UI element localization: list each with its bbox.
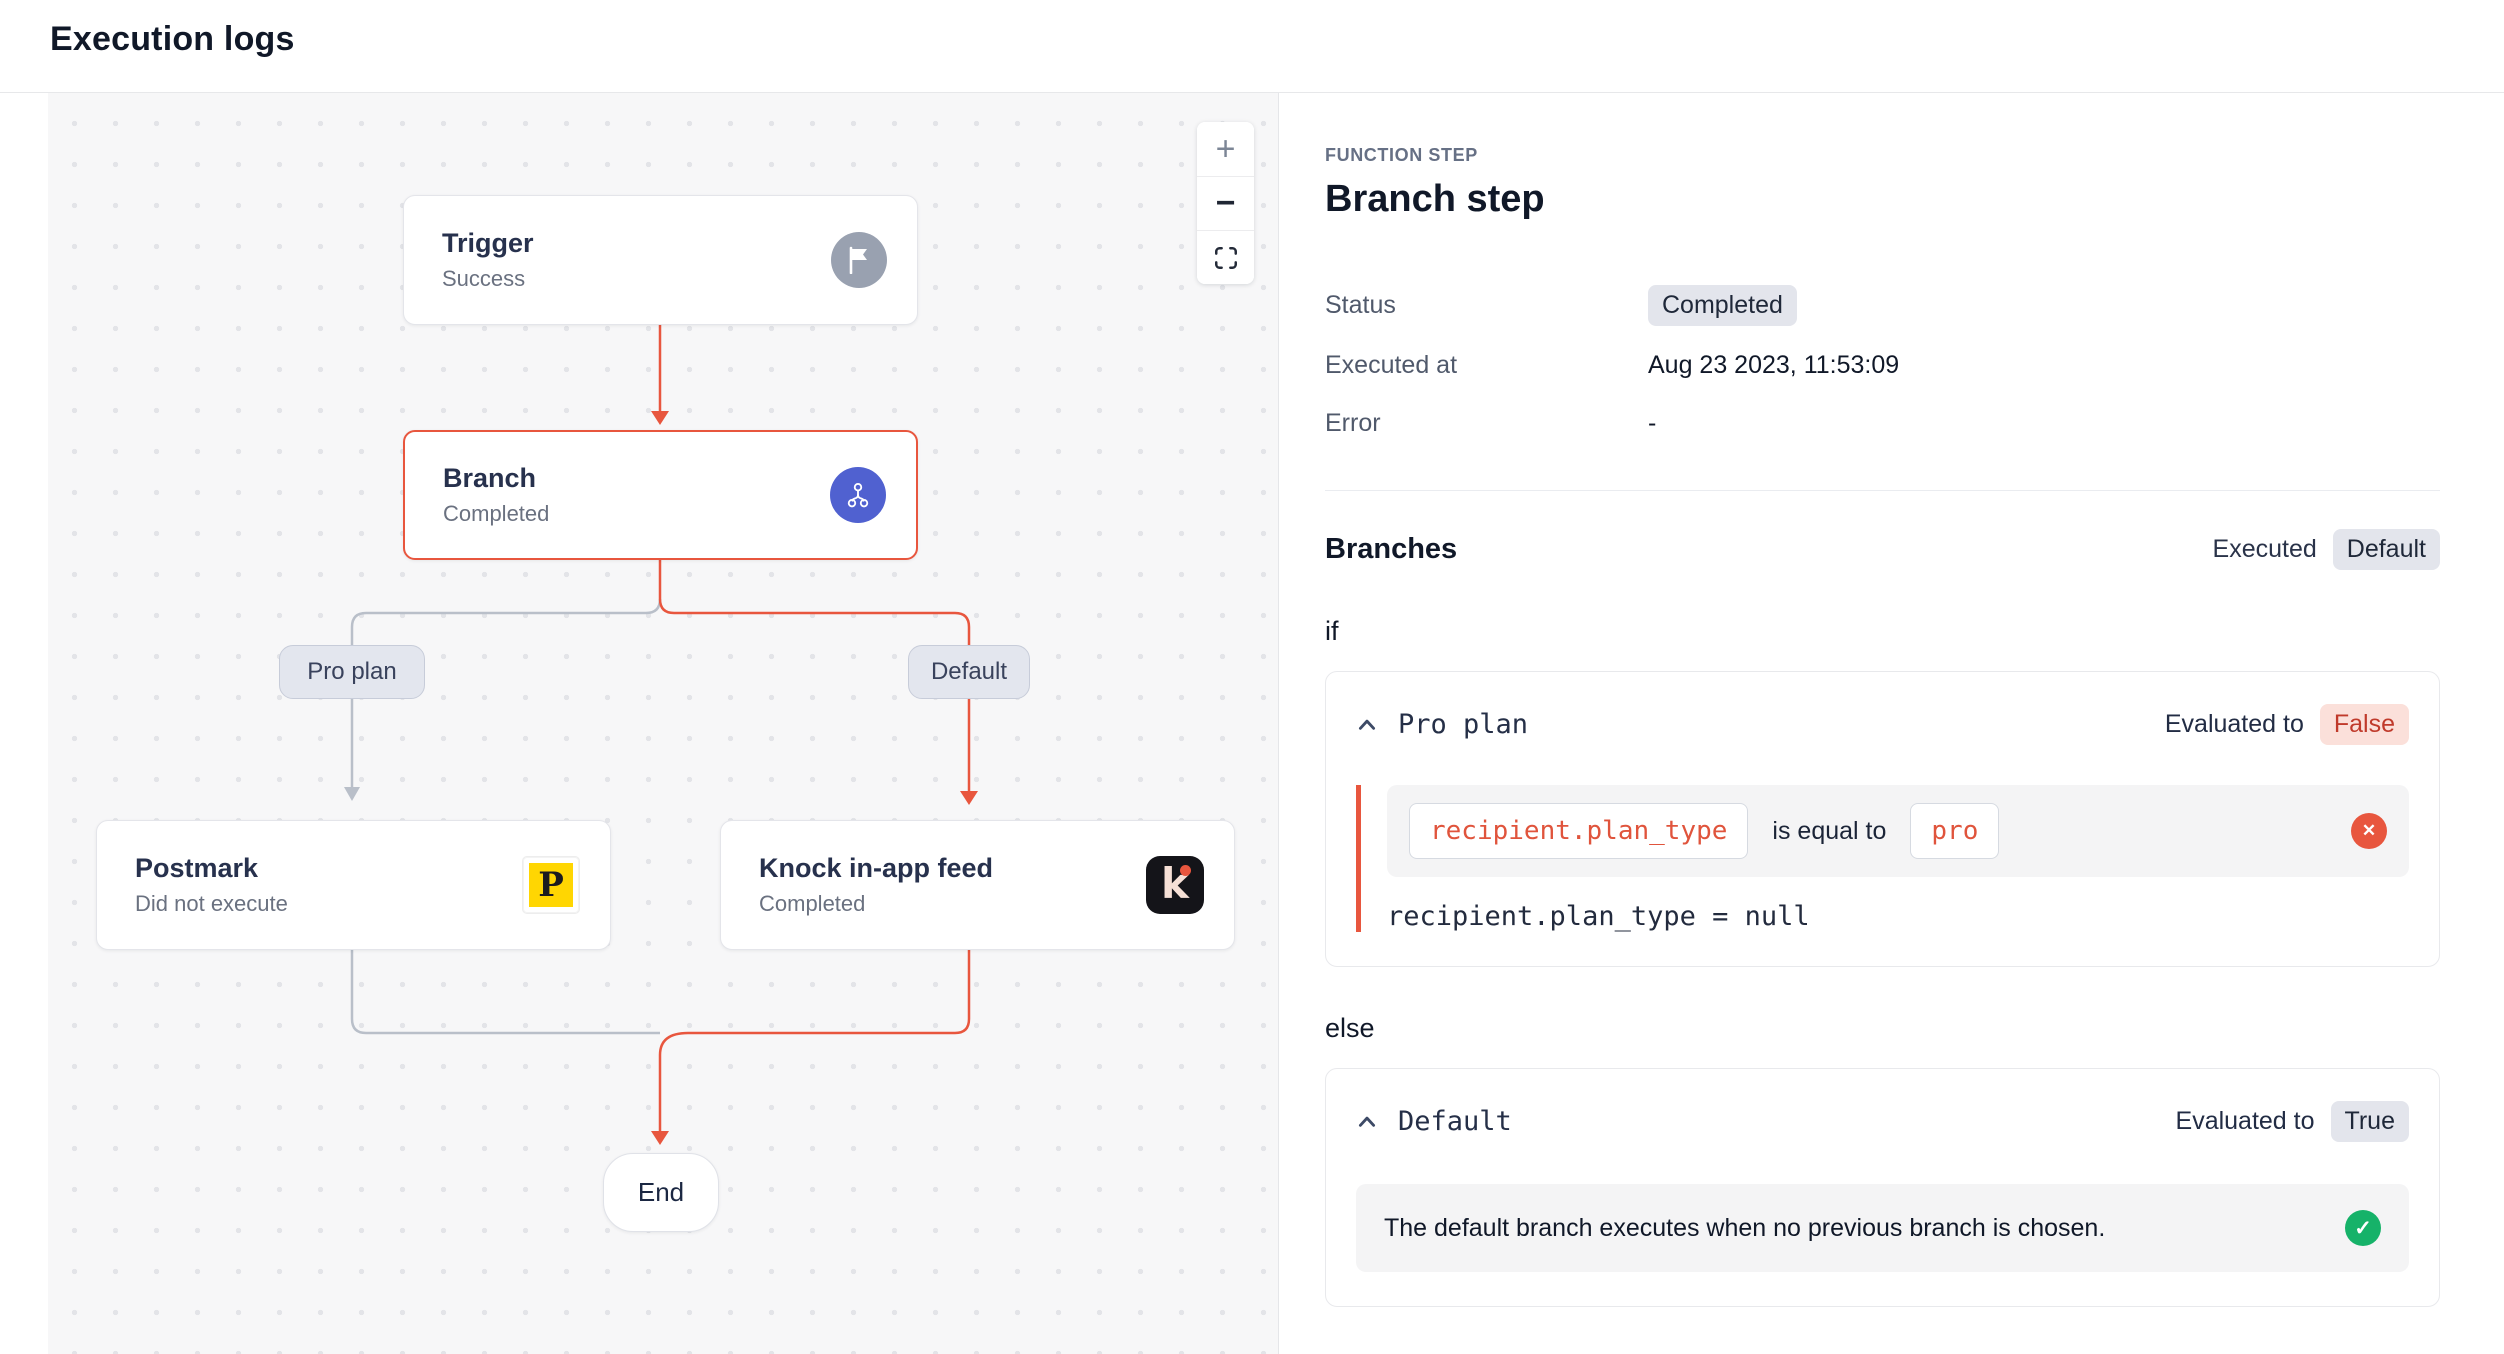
node-trigger-title: Trigger — [442, 228, 534, 258]
node-trigger[interactable]: Trigger Success — [403, 195, 918, 325]
condition-operator: is equal to — [1772, 816, 1887, 845]
node-branch[interactable]: Branch Completed — [403, 430, 918, 560]
edge-label-pro-plan[interactable]: Pro plan — [279, 645, 425, 699]
node-postmark-title: Postmark — [135, 853, 259, 883]
executed-label: Executed — [2212, 535, 2317, 563]
if-branch-evaluation: Evaluated to False — [2165, 704, 2409, 745]
condition-accent-wrap: recipient.plan_type is equal to pro ✕ re… — [1356, 785, 2409, 932]
else-branch-card-header[interactable]: Default Evaluated to True — [1356, 1101, 2409, 1142]
evaluated-true-badge: True — [2330, 1101, 2409, 1142]
postmark-letter: P — [529, 863, 573, 907]
section-divider — [1325, 490, 2440, 491]
condition-variable-chip: recipient.plan_type — [1409, 803, 1749, 859]
node-postmark-status: Did not execute — [135, 891, 288, 916]
node-branch-status: Completed — [443, 501, 550, 526]
node-end-label: End — [637, 1177, 685, 1207]
knock-dot — [1180, 865, 1191, 876]
flag-icon — [831, 232, 887, 288]
condition-value-chip: pro — [1910, 803, 2000, 859]
page-header: Execution logs — [0, 0, 2504, 93]
meta-label-error: Error — [1325, 408, 1381, 437]
chevron-up-icon[interactable] — [1356, 1111, 1378, 1133]
default-branch-row: The default branch executes when no prev… — [1356, 1184, 2409, 1272]
page-title: Execution logs — [50, 20, 295, 58]
node-knock-status: Completed — [759, 891, 866, 916]
branch-icon — [830, 467, 886, 523]
evaluated-to-label: Evaluated to — [2164, 710, 2304, 738]
zoom-in-icon: + — [1215, 129, 1236, 168]
x-circle-icon: ✕ — [2351, 813, 2387, 849]
else-label: else — [1325, 1013, 1375, 1043]
condition-row: recipient.plan_type is equal to pro ✕ — [1387, 785, 2409, 877]
if-branch-card: Pro plan Evaluated to False recipient.pl… — [1325, 671, 2440, 967]
meta-value-error: - — [1648, 408, 1657, 437]
workflow-canvas[interactable]: Trigger Success Branch Completed — [48, 93, 1278, 1354]
else-branch-name: Default — [1398, 1106, 1512, 1137]
status-badge: Completed — [1648, 285, 1797, 326]
zoom-out-button[interactable]: − — [1197, 176, 1254, 230]
meta-row-executed-at: Executed at Aug 23 2023, 11:53:09 — [1325, 346, 2440, 384]
node-end[interactable]: End — [603, 1153, 719, 1232]
meta-label-executed-at: Executed at — [1325, 350, 1458, 379]
fit-view-button[interactable] — [1197, 230, 1254, 284]
meta-value-executed-at: Aug 23 2023, 11:53:09 — [1648, 350, 1900, 379]
node-knock-title: Knock in-app feed — [759, 853, 994, 883]
edge-label-pro-plan-text: Pro plan — [307, 658, 397, 685]
evaluated-to-label: Evaluated to — [2175, 1107, 2315, 1135]
else-branch-card: Default Evaluated to True The default br… — [1325, 1068, 2440, 1307]
step-meta: Status Completed Executed at Aug 23 2023… — [1325, 285, 2440, 442]
step-details-panel: FUNCTION STEP Branch step Status Complet… — [1278, 93, 2504, 1354]
branches-header: Branches Executed Default — [1325, 529, 2440, 570]
if-branch-card-header[interactable]: Pro plan Evaluated to False — [1356, 704, 2409, 745]
default-branch-description: The default branch executes when no prev… — [1384, 1213, 2106, 1242]
zoom-out-icon: − — [1215, 184, 1236, 222]
chevron-up-icon[interactable] — [1356, 714, 1378, 736]
node-knock[interactable]: Knock in-app feed Completed k — [720, 820, 1235, 950]
meta-label-status: Status — [1325, 291, 1396, 319]
if-label: if — [1325, 616, 1339, 646]
knock-logo-icon: k — [1146, 856, 1204, 914]
edge-label-default-text: Default — [930, 658, 1008, 685]
node-postmark[interactable]: Postmark Did not execute P — [96, 820, 611, 950]
meta-row-status: Status Completed — [1325, 285, 2440, 326]
workflow-edges — [344, 325, 978, 1145]
step-type-kicker: FUNCTION STEP — [1325, 145, 1478, 165]
executed-branch-badge: Default — [2332, 529, 2440, 570]
zoom-in-button[interactable]: + — [1197, 122, 1254, 176]
postmark-stamp-icon: P — [522, 856, 580, 914]
meta-row-error: Error - — [1325, 404, 2440, 442]
canvas-zoom-controls: + − — [1197, 122, 1254, 284]
step-title: Branch step — [1325, 178, 1545, 220]
condition-resolution: recipient.plan_type = null — [1387, 901, 1810, 932]
edge-label-default[interactable]: Default — [908, 645, 1030, 699]
else-branch-evaluation: Evaluated to True — [2176, 1101, 2409, 1142]
branches-title: Branches — [1325, 533, 1458, 565]
check-circle-icon: ✓ — [2345, 1210, 2381, 1246]
evaluated-false-badge: False — [2319, 704, 2409, 745]
if-branch-name: Pro plan — [1398, 709, 1529, 740]
executed-branch-indicator: Executed Default — [2213, 529, 2440, 570]
node-branch-title: Branch — [443, 463, 537, 493]
node-trigger-status: Success — [442, 266, 526, 291]
fit-view-icon — [1214, 246, 1237, 269]
